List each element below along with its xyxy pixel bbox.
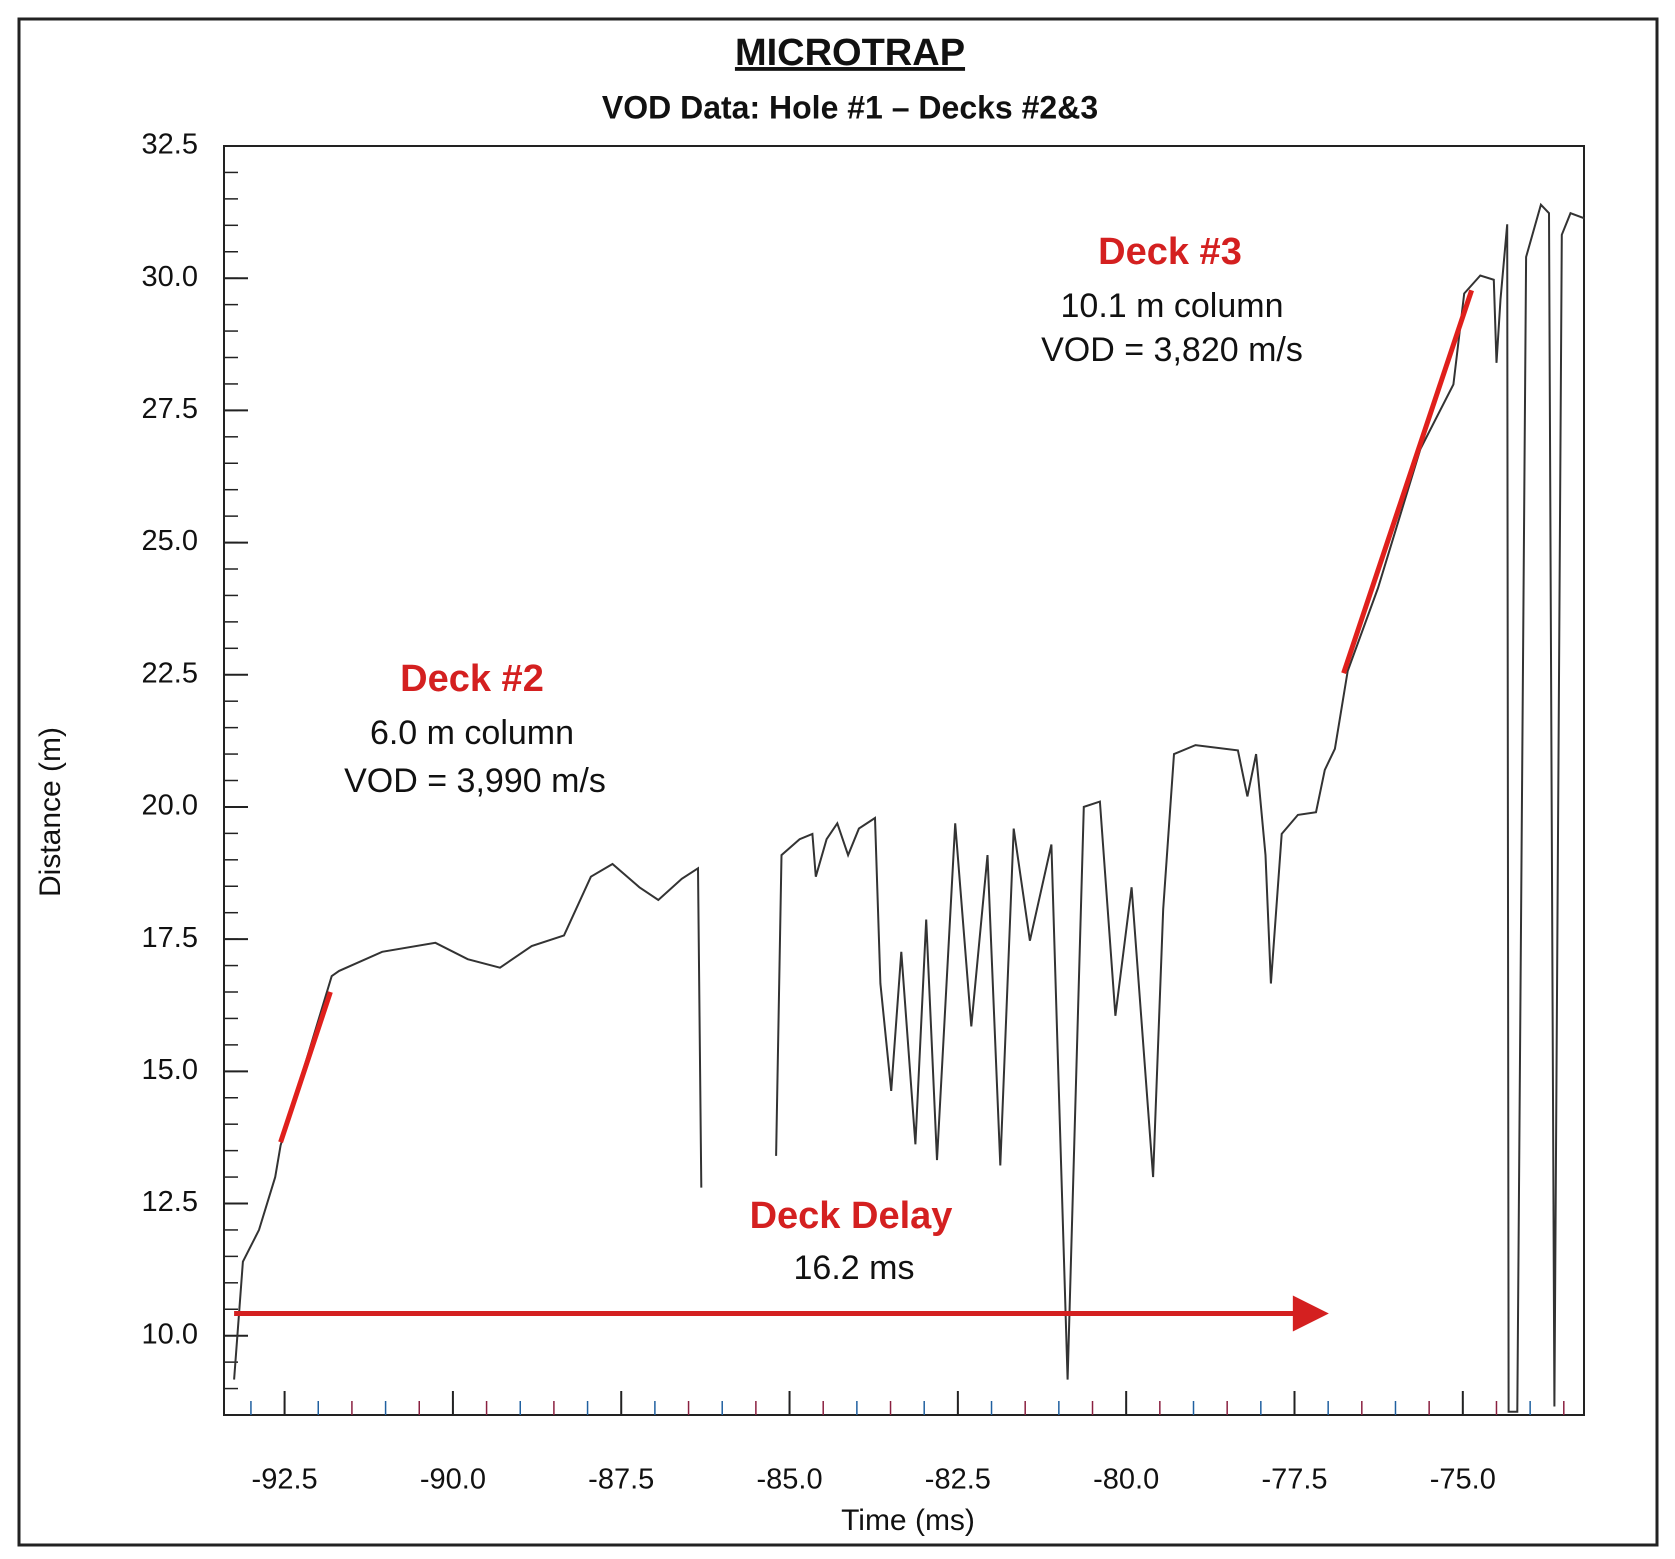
x-tick-label: -87.5 <box>588 1464 654 1496</box>
annotation: VOD = 3,990 m/s <box>344 762 606 800</box>
y-tick-label: 17.5 <box>142 922 198 954</box>
annotation: Deck #2 <box>400 658 544 700</box>
annotation: 6.0 m column <box>370 714 574 752</box>
chart-title: MICROTRAP <box>735 32 965 74</box>
x-tick-label: -75.0 <box>1430 1464 1496 1496</box>
x-tick-label: -80.0 <box>1093 1464 1159 1496</box>
x-tick-label: -77.5 <box>1261 1464 1327 1496</box>
fit-line <box>1341 289 1474 674</box>
y-tick-label: 32.5 <box>142 129 198 161</box>
x-tick-label: -85.0 <box>756 1464 822 1496</box>
y-tick-label: 10.0 <box>142 1318 198 1350</box>
x-axis-label: Time (ms) <box>841 1504 975 1537</box>
chart-subtitle: VOD Data: Hole #1 – Decks #2&3 <box>602 89 1098 125</box>
y-tick-label: 20.0 <box>142 790 198 822</box>
y-tick-label: 22.5 <box>142 657 198 689</box>
frame <box>17 17 1659 1547</box>
trace-line <box>233 202 1586 1413</box>
y-axis-label: Distance (m) <box>34 727 67 897</box>
x-tick-label: -90.0 <box>420 1464 486 1496</box>
annotation: 10.1 m column <box>1061 287 1284 325</box>
arrow-head <box>1292 1295 1329 1332</box>
y-tick-label: 15.0 <box>142 1054 198 1086</box>
y-tick-label: 12.5 <box>142 1186 198 1218</box>
y-tick-label: 27.5 <box>142 393 198 425</box>
x-tick-label: -82.5 <box>925 1464 991 1496</box>
x-tick-label: -92.5 <box>252 1464 318 1496</box>
annotation: VOD = 3,820 m/s <box>1041 331 1303 369</box>
fit-line <box>278 991 333 1143</box>
y-tick-label: 30.0 <box>142 261 198 293</box>
annotation: Deck Delay <box>750 1195 953 1237</box>
annotation: 16.2 ms <box>794 1249 915 1287</box>
y-tick-label: 25.0 <box>142 525 198 557</box>
annotation: Deck #3 <box>1098 231 1242 273</box>
